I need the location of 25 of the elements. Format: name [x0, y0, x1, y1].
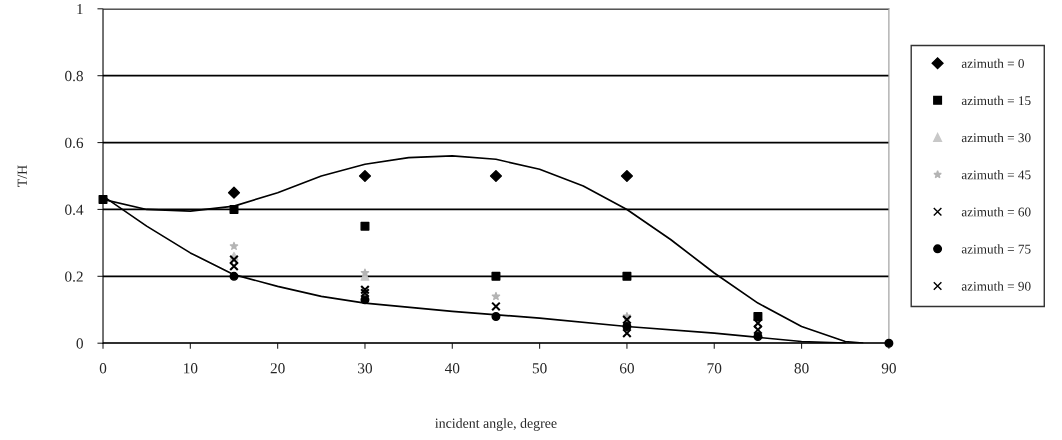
- y-tick-label: 0.4: [65, 204, 84, 215]
- y-tick-label: 1: [77, 4, 83, 15]
- x-tick-label: 80: [794, 363, 809, 374]
- legend-label: azimuth = 30: [961, 132, 1031, 143]
- y-tick-label: 0.8: [65, 70, 83, 82]
- x-tick-label: 0: [99, 363, 107, 374]
- y-tick-label: 0: [76, 338, 83, 349]
- x-tick-label: 20: [270, 363, 285, 374]
- y-tick-label: 0.2: [65, 271, 83, 282]
- legend-label: azimuth = 0: [961, 58, 1024, 68]
- x-tick-label: 50: [532, 363, 547, 374]
- x-tick-label: 40: [444, 363, 460, 374]
- x-tick-label: 90: [881, 363, 896, 374]
- x-tick-label: 70: [707, 363, 722, 374]
- legend-label: azimuth = 15: [961, 95, 1031, 106]
- x-tick-label: 30: [358, 363, 373, 374]
- x-tick-label: 60: [619, 363, 634, 374]
- legend-label: azimuth = 75: [961, 244, 1031, 254]
- legend-label: azimuth = 90: [961, 281, 1031, 291]
- x-tick-label: 10: [184, 363, 198, 374]
- legend-label: azimuth = 60: [961, 207, 1031, 217]
- y-tick-label: 0.6: [65, 137, 84, 149]
- y-axis-title: T/H: [17, 165, 27, 187]
- x-axis-title: incident angle, degree: [435, 418, 557, 431]
- legend-label: azimuth = 45: [961, 170, 1031, 180]
